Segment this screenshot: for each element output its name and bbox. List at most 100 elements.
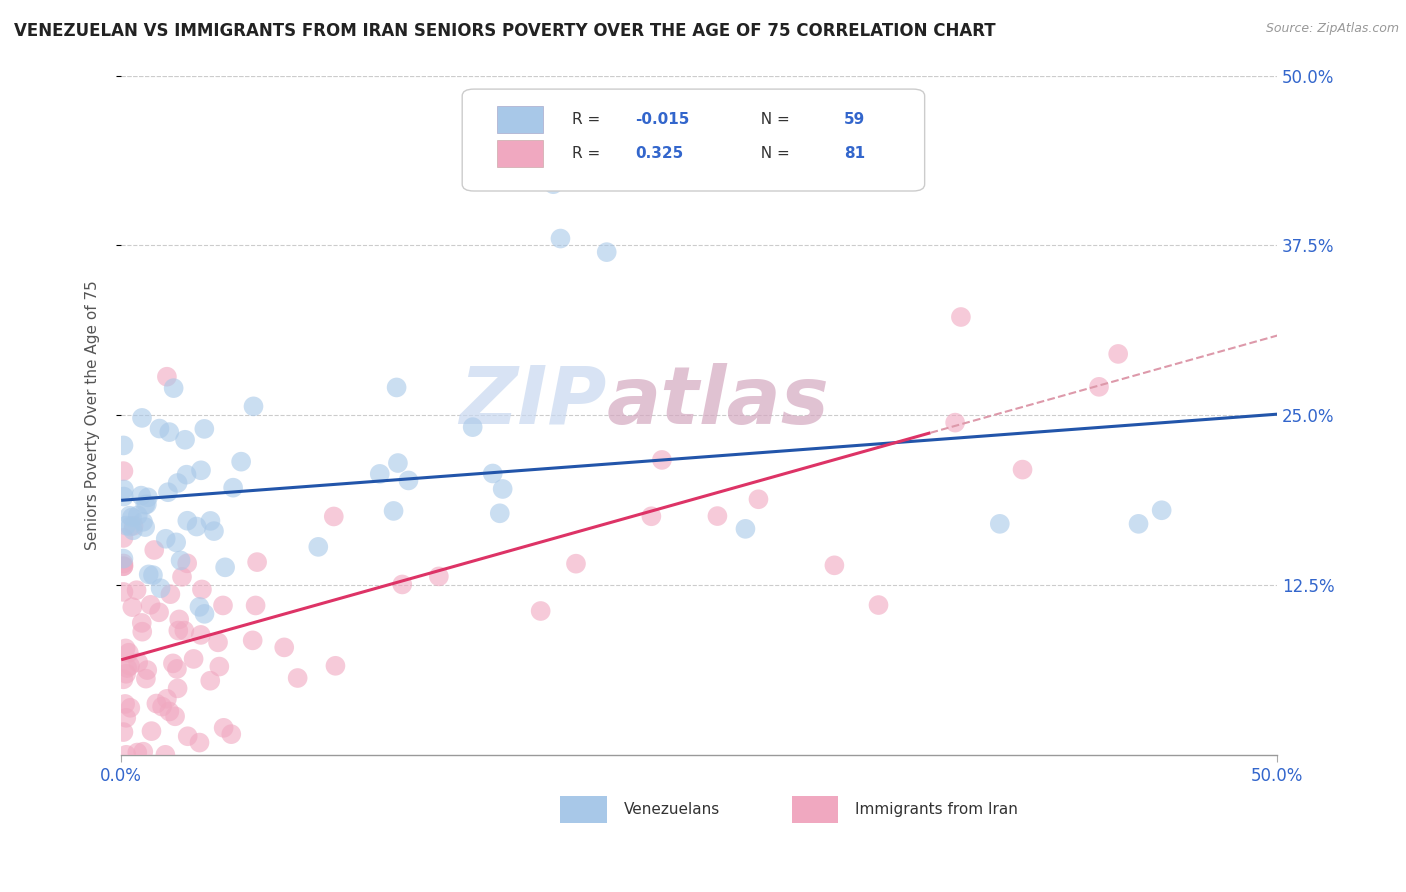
Point xyxy=(149,581,172,595)
Point xyxy=(651,453,673,467)
Point xyxy=(212,599,235,613)
Point xyxy=(169,553,191,567)
Point xyxy=(156,369,179,384)
Point xyxy=(596,245,619,260)
Point xyxy=(157,705,180,719)
Point xyxy=(214,560,236,574)
Point xyxy=(155,532,177,546)
Point xyxy=(167,624,190,638)
Point xyxy=(246,555,269,569)
Point xyxy=(159,587,181,601)
Point xyxy=(162,657,184,671)
Point xyxy=(121,600,143,615)
Point xyxy=(640,509,662,524)
FancyBboxPatch shape xyxy=(496,106,543,133)
Point xyxy=(391,577,413,591)
Point xyxy=(134,520,156,534)
Point xyxy=(112,551,135,566)
Point xyxy=(734,522,756,536)
Point xyxy=(322,509,344,524)
Text: VENEZUELAN VS IMMIGRANTS FROM IRAN SENIORS POVERTY OVER THE AGE OF 75 CORRELATIO: VENEZUELAN VS IMMIGRANTS FROM IRAN SENIO… xyxy=(14,22,995,40)
Point xyxy=(188,735,211,749)
Point xyxy=(122,518,145,533)
Text: R =: R = xyxy=(572,146,610,161)
Point xyxy=(115,666,138,681)
Point xyxy=(112,557,135,571)
Point xyxy=(461,420,484,434)
Point xyxy=(1011,462,1033,476)
Point xyxy=(150,699,173,714)
Point xyxy=(143,543,166,558)
Point xyxy=(307,540,329,554)
Point xyxy=(200,673,222,688)
Point xyxy=(273,640,295,655)
Point xyxy=(112,559,135,574)
Text: ZIP: ZIP xyxy=(460,362,607,441)
Point xyxy=(183,652,205,666)
Point xyxy=(385,380,408,394)
Point xyxy=(156,485,179,500)
Point xyxy=(1107,347,1129,361)
Point xyxy=(988,516,1011,531)
Point xyxy=(162,381,184,395)
Point xyxy=(208,659,231,673)
Point xyxy=(231,455,253,469)
Point xyxy=(142,568,165,582)
Point xyxy=(131,624,153,639)
Point xyxy=(125,583,148,598)
Point xyxy=(873,150,896,164)
Point xyxy=(122,524,145,538)
Point xyxy=(115,518,138,533)
Point xyxy=(488,506,510,520)
Point xyxy=(112,490,135,504)
Point xyxy=(190,463,212,477)
FancyBboxPatch shape xyxy=(496,140,543,167)
Point xyxy=(112,585,135,599)
Point xyxy=(245,599,267,613)
Point xyxy=(868,598,890,612)
Point xyxy=(398,474,420,488)
Point xyxy=(134,498,156,512)
Point xyxy=(135,672,157,686)
Point xyxy=(139,598,162,612)
Text: 59: 59 xyxy=(844,112,865,128)
Point xyxy=(127,508,149,523)
Point xyxy=(112,438,135,452)
Point xyxy=(706,509,728,524)
Point xyxy=(543,178,565,192)
Point xyxy=(120,519,142,533)
Point xyxy=(115,661,138,675)
Point xyxy=(132,515,155,529)
Point xyxy=(114,641,136,656)
Point xyxy=(492,482,515,496)
Point xyxy=(207,635,229,649)
Point xyxy=(121,510,143,524)
Point xyxy=(165,535,187,549)
Point xyxy=(129,489,152,503)
Point xyxy=(148,421,170,435)
Point xyxy=(287,671,309,685)
Point xyxy=(115,747,138,762)
Point xyxy=(112,483,135,497)
Text: Immigrants from Iran: Immigrants from Iran xyxy=(855,802,1018,817)
Point xyxy=(186,519,208,533)
Point xyxy=(550,231,572,245)
Point xyxy=(191,582,214,597)
Point xyxy=(127,746,149,760)
Point xyxy=(112,464,135,478)
Point xyxy=(193,422,215,436)
Point xyxy=(1150,503,1173,517)
Text: N =: N = xyxy=(751,112,794,128)
Point xyxy=(219,727,242,741)
Point xyxy=(141,724,163,739)
Text: Venezuelans: Venezuelans xyxy=(624,802,720,817)
Point xyxy=(387,456,409,470)
Point xyxy=(173,624,195,638)
Point xyxy=(823,558,845,573)
Point xyxy=(167,612,190,626)
Point xyxy=(145,697,167,711)
Point xyxy=(200,514,222,528)
Point xyxy=(136,663,159,677)
Point xyxy=(166,662,188,676)
Point xyxy=(118,658,141,673)
